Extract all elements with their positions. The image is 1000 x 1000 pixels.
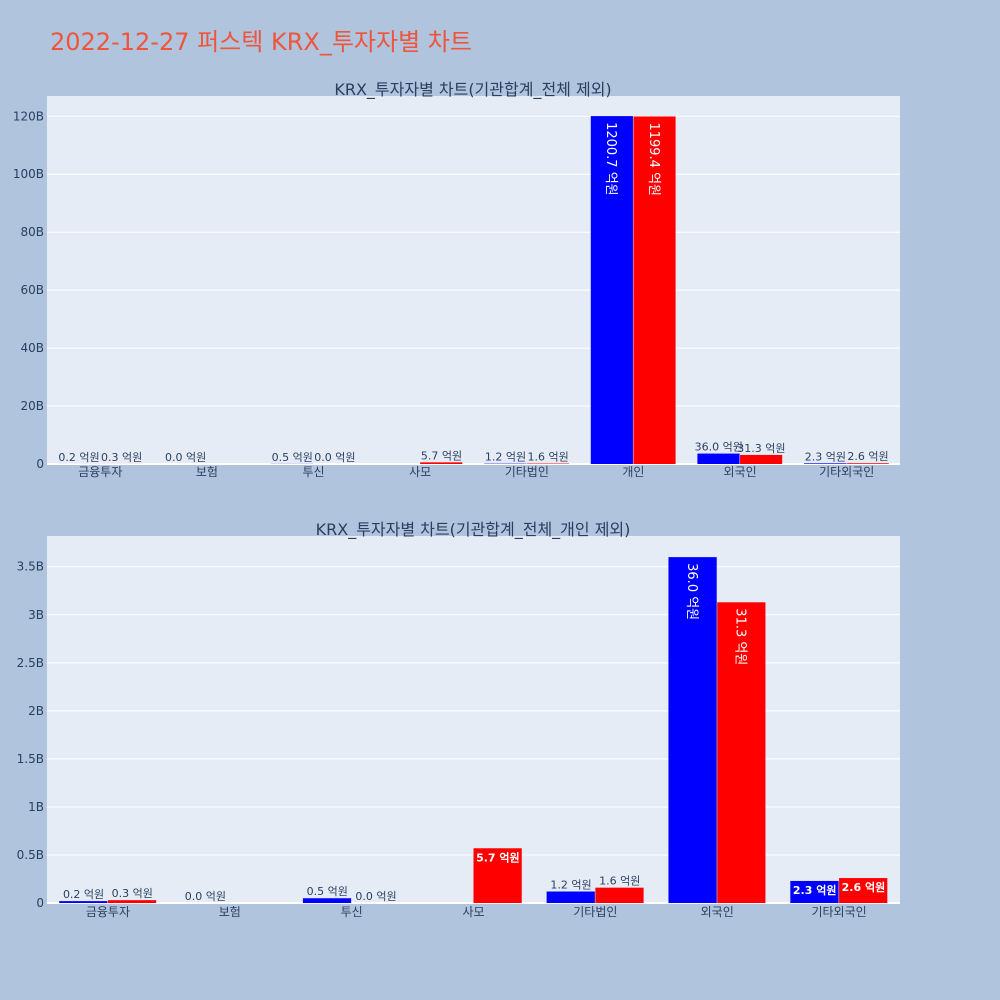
data-label: 2.3 억원 bbox=[805, 450, 846, 463]
y-tick-labels: 0 0.5B 1B 1.5B 2B 2.5B 3B 3.5B bbox=[17, 560, 44, 910]
bar-blue bbox=[697, 453, 740, 464]
x-tick-label: 기타법인 bbox=[505, 465, 549, 479]
y-tick-label: 100B bbox=[13, 167, 44, 181]
data-label: 1.2 억원 bbox=[485, 451, 526, 464]
data-label: 0.0 억원 bbox=[185, 890, 226, 903]
y-tick-label: 120B bbox=[13, 109, 44, 123]
data-label: 36.0 억원 bbox=[695, 441, 743, 454]
data-label: 0.2 억원 bbox=[58, 451, 99, 464]
y-tick-label: 3.5B bbox=[17, 560, 44, 574]
x-tick-label: 투신 bbox=[303, 465, 325, 479]
y-tick-label: 1B bbox=[28, 800, 44, 814]
y-tick-labels: 0 20B 40B 60B 80B 100B 120B bbox=[13, 109, 44, 471]
x-tick-label: 금융투자 bbox=[78, 465, 122, 479]
data-label: 0.0 억원 bbox=[314, 451, 355, 464]
x-tick-label: 보험 bbox=[196, 465, 218, 479]
y-tick-label: 60B bbox=[20, 283, 44, 297]
bar-red bbox=[740, 454, 783, 464]
x-tick-label: 보험 bbox=[219, 905, 241, 919]
data-label: 2.6 억원 bbox=[847, 450, 888, 463]
x-tick-label: 투신 bbox=[341, 905, 363, 919]
data-label: 0.3 억원 bbox=[101, 451, 142, 464]
bars bbox=[57, 116, 889, 464]
data-label: 2.6 억원 bbox=[842, 880, 886, 894]
page-title: 2022-12-27 퍼스텍 KRX_투자자별 차트 bbox=[50, 28, 472, 56]
chart-1: 0 20B 40B 60B 80B 100B 120B 금융투자 보험 투신 사모 기타법인 개인 외국… bbox=[13, 80, 900, 479]
chart-title: KRX_투자자별 차트(기관합계_전체_개인 제외) bbox=[316, 520, 631, 540]
data-label: 0.5 억원 bbox=[272, 451, 313, 464]
bar-red bbox=[107, 900, 157, 904]
bar-red bbox=[846, 463, 889, 464]
bar-red bbox=[839, 878, 888, 904]
bar-blue bbox=[546, 891, 595, 904]
data-label: 1200.7 억원 bbox=[603, 122, 618, 196]
bar-red bbox=[717, 602, 766, 904]
data-label: 0.2 억원 bbox=[63, 888, 104, 901]
x-tick-labels: 금융투자 보험 투신 사모 기타법인 외국인 기타외국인 bbox=[86, 905, 867, 919]
x-tick-label: 사모 bbox=[462, 905, 484, 919]
y-tick-label: 2B bbox=[28, 704, 44, 718]
bar-blue bbox=[59, 901, 108, 904]
data-label: 0.3 억원 bbox=[112, 887, 153, 900]
data-label: 31.3 억원 bbox=[733, 608, 748, 665]
x-tick-label: 기타외국인 bbox=[819, 465, 874, 479]
bar-blue bbox=[804, 463, 847, 464]
data-label: 1199.4 억원 bbox=[646, 122, 661, 196]
bar-red bbox=[473, 848, 522, 904]
y-tick-label: 2.5B bbox=[17, 656, 44, 670]
y-tick-label: 80B bbox=[20, 225, 44, 239]
x-tick-label: 외국인 bbox=[724, 465, 757, 479]
bar-blue bbox=[790, 880, 839, 904]
x-tick-label: 개인 bbox=[622, 465, 644, 479]
bar-blue bbox=[668, 557, 717, 904]
data-label: 31.3 억원 bbox=[737, 442, 785, 455]
data-label: 0.0 억원 bbox=[165, 451, 206, 464]
y-tick-label: 0 bbox=[36, 896, 44, 910]
y-tick-label: 40B bbox=[20, 341, 44, 355]
bar-blue bbox=[590, 116, 633, 464]
bar-red bbox=[633, 116, 676, 464]
bar-red bbox=[420, 462, 463, 464]
data-label: 36.0 억원 bbox=[684, 563, 699, 620]
data-label: 0.5 억원 bbox=[307, 885, 348, 898]
data-label: 1.6 억원 bbox=[599, 875, 640, 888]
data-label: 2.3 억원 bbox=[793, 883, 837, 897]
data-label: 1.2 억원 bbox=[550, 879, 591, 892]
x-tick-label: 외국인 bbox=[701, 905, 734, 919]
x-tick-label: 기타법인 bbox=[573, 905, 617, 919]
bar-red bbox=[595, 887, 644, 904]
x-tick-label: 금융투자 bbox=[86, 905, 130, 919]
chart-title: KRX_투자자별 차트(기관합계_전체 제외) bbox=[334, 80, 611, 100]
data-label: 5.7 억원 bbox=[421, 449, 462, 462]
bar-blue bbox=[302, 898, 352, 904]
plot-area-bg bbox=[47, 96, 900, 464]
y-tick-label: 0 bbox=[36, 457, 44, 471]
bars bbox=[59, 557, 888, 904]
data-label: 1.6 억원 bbox=[528, 451, 569, 464]
data-label: 5.7 억원 bbox=[476, 850, 520, 864]
x-tick-label: 사모 bbox=[409, 465, 431, 479]
y-tick-label: 20B bbox=[20, 399, 44, 413]
y-tick-label: 0.5B bbox=[17, 848, 44, 862]
x-tick-label: 기타외국인 bbox=[811, 905, 866, 919]
chart-2: 0 0.5B 1B 1.5B 2B 2.5B 3B 3.5B 금융투자 보험 투신 사모 기타법인 외국… bbox=[17, 520, 900, 919]
y-tick-label: 1.5B bbox=[17, 752, 44, 766]
data-labels: 0.2 억원 0.3 억원 0.0 억원 0.5 억원 0.0 억원 5.7 억원 1.2 … bbox=[63, 563, 885, 903]
data-label: 0.0 억원 bbox=[355, 890, 396, 903]
y-tick-label: 3B bbox=[28, 608, 44, 622]
x-tick-labels: 금융투자 보험 투신 사모 기타법인 개인 외국인 기타외국인 bbox=[78, 465, 874, 479]
